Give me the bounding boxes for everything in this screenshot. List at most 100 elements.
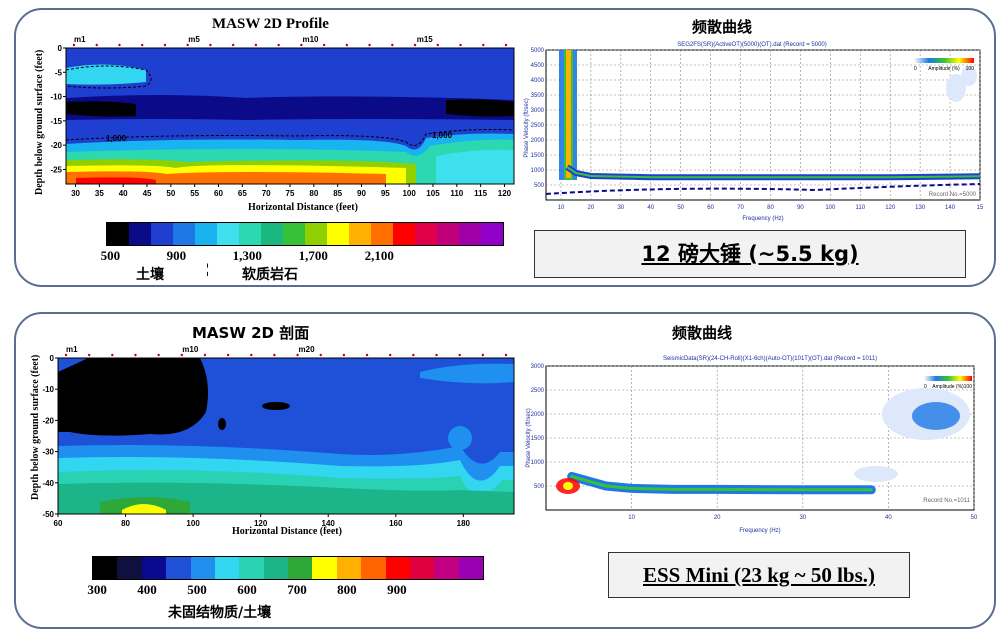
geophone-marker	[459, 43, 462, 47]
x-tick-label: 80	[121, 519, 130, 526]
y-tick-label: 500	[534, 183, 545, 189]
geophone-marker	[134, 353, 137, 357]
x-tick-label: 20	[588, 205, 595, 211]
x-tick-label: 100	[186, 519, 200, 526]
geophone-marker	[481, 353, 485, 357]
x-tick-label: 30	[799, 515, 806, 521]
unconsolidated-label: 未固结物质/土壤	[168, 605, 272, 621]
x-tick-label: 45	[143, 189, 152, 198]
dispersion-plot: SEG2FS(SR)(ActiveOT)(5000)(OT).dat (Reco…	[524, 42, 984, 222]
geophone-marker	[345, 43, 349, 47]
geophone-marker	[95, 43, 98, 47]
y-tick-label: 3000	[531, 108, 545, 114]
y-tick-label: 0	[50, 354, 55, 363]
y-tick-label: -25	[50, 165, 62, 174]
dispersion-xlabel: Frequency (Hz)	[739, 528, 780, 534]
x-tick-label: 60	[214, 189, 223, 198]
x-tick-label: 50	[166, 189, 175, 198]
x-tick-label: 180	[457, 519, 471, 526]
x-tick-label: 70	[262, 189, 271, 198]
y-tick-label: 1000	[531, 168, 545, 174]
x-tick-label: 120	[254, 519, 268, 526]
x-tick-label: 10	[628, 515, 635, 521]
colorbar-ticks: 500 900 1,300 1,700 2,100	[101, 248, 502, 264]
geophone-marker	[118, 43, 121, 47]
colorbar-swatch	[327, 223, 349, 245]
profile-yellow-lens	[122, 504, 166, 514]
colorbar-tick-label: 1,300	[232, 248, 262, 263]
geophone-marker	[72, 43, 76, 47]
geophone-marker	[365, 353, 369, 357]
y-tick-label: -20	[42, 416, 54, 425]
colorbar-tick-label: 900	[166, 248, 187, 263]
profile-plot: 0 -10 -20 -30 -40 -50 60 80 100 120 140 160 180 m1 m…	[42, 345, 515, 526]
colorbar-swatch	[151, 223, 173, 245]
geophone-marker	[389, 353, 392, 357]
y-tick-label: -30	[42, 448, 54, 457]
x-tick-label: 50	[971, 515, 978, 521]
amplitude-legend	[914, 58, 974, 63]
profile-title: MASW 2D Profile	[212, 16, 329, 32]
x-tick-label: 110	[450, 189, 463, 198]
contour-label: 1,000	[106, 134, 127, 143]
x-tick-label: 30	[617, 205, 624, 211]
colorbar-swatch	[190, 557, 215, 579]
colorbar-swatch	[214, 557, 240, 579]
x-tick-label: 160	[389, 519, 403, 526]
colorbar-swatch	[434, 557, 459, 579]
geophone-marker	[180, 353, 183, 357]
geophone-marker	[342, 353, 346, 357]
energy-blob	[854, 466, 898, 482]
geophone-marker	[250, 353, 253, 357]
colorbar	[92, 556, 484, 580]
profile-black-region	[58, 358, 208, 436]
colorbar-swatch	[173, 223, 195, 245]
colorbar-swatch	[371, 223, 393, 245]
y-tick-label: 1000	[531, 460, 545, 466]
record-number: Record No.=5000	[929, 192, 977, 198]
x-tick-label: 75	[286, 189, 295, 198]
profile-black-lens	[66, 101, 136, 117]
x-tick-label: 60	[707, 205, 714, 211]
x-tick-label: 120	[885, 205, 896, 211]
geophone-marker	[64, 353, 68, 357]
x-tick-label: 35	[95, 189, 104, 198]
amplitude-legend	[924, 376, 972, 381]
dispersion-ylabel: Phase Velocity (ft/sec)	[526, 408, 532, 467]
colorbar-swatch	[195, 223, 217, 245]
x-tick-label: 140	[322, 519, 336, 526]
colorbar-swatch	[459, 223, 481, 245]
geophone-marker	[203, 353, 207, 357]
y-tick-label: 1500	[531, 436, 545, 442]
geophone-marker	[141, 43, 144, 47]
divider-mark: ¦	[206, 262, 210, 277]
x-tick-label: 50	[677, 205, 684, 211]
colorbar-swatch	[263, 557, 288, 579]
x-tick-label: 95	[381, 189, 390, 198]
colorbar-tick-label: 600	[237, 582, 257, 597]
colorbar-swatch	[217, 223, 239, 245]
x-tick-label: 20	[714, 515, 721, 521]
y-tick-label: -5	[55, 68, 63, 77]
legend-min: 0	[924, 384, 927, 390]
profile-red-layer	[76, 177, 156, 184]
colorbar-swatch	[288, 557, 313, 579]
panel-ess-mini: MASW 2D 剖面 Depth below ground surface (f…	[14, 312, 996, 629]
y-tick-label: -50	[42, 510, 54, 519]
x-tick-label: 85	[333, 189, 342, 198]
y-tick-label: 2500	[531, 123, 545, 129]
colorbar-swatch	[141, 557, 167, 579]
colorbar-swatch	[336, 557, 362, 579]
profile-shallow-lens	[420, 363, 514, 384]
source-caption: 12 磅大锤 (~5.5 kg)	[534, 230, 966, 278]
y-tick-label: -10	[42, 385, 54, 394]
x-tick-label: 100	[402, 189, 416, 198]
station-label: m20	[299, 345, 316, 354]
noise-blob	[946, 74, 966, 102]
geophone-marker	[111, 353, 114, 357]
x-tick-label: 110	[855, 205, 865, 211]
geophone-marker	[209, 43, 212, 47]
legend-label: Amplitude (%)	[932, 384, 964, 390]
geophone-marker	[482, 43, 485, 47]
colorbar-swatch	[409, 557, 435, 579]
